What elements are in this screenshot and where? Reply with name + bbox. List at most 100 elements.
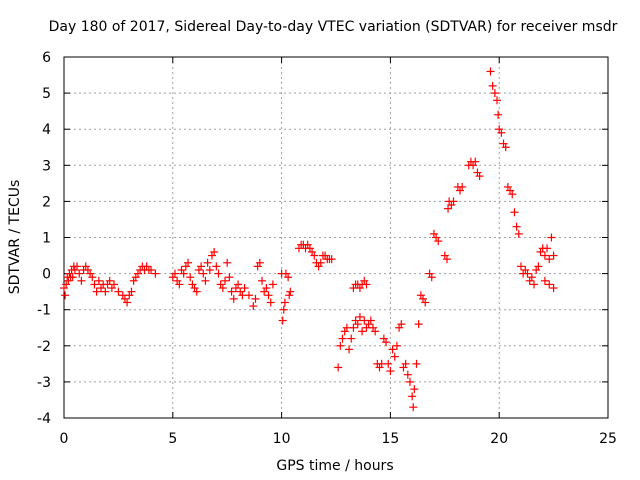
data-point xyxy=(229,294,238,303)
data-point xyxy=(414,320,423,329)
data-point xyxy=(62,280,71,289)
data-point xyxy=(403,370,412,379)
data-point xyxy=(456,186,465,195)
data-point xyxy=(221,276,230,285)
data-point xyxy=(83,265,92,274)
data-point xyxy=(543,244,552,253)
data-point xyxy=(355,284,364,293)
y-axis-label: SDTVAR / TECUs xyxy=(7,180,23,295)
data-point xyxy=(375,363,384,372)
data-point xyxy=(388,345,397,354)
data-point xyxy=(425,269,434,278)
data-point xyxy=(419,294,428,303)
data-point xyxy=(68,273,77,282)
data-point xyxy=(92,287,101,296)
data-point xyxy=(495,125,504,134)
data-point xyxy=(201,276,210,285)
data-point xyxy=(506,186,515,195)
data-point xyxy=(173,276,182,285)
y-tick-label: 5 xyxy=(42,86,51,102)
data-point xyxy=(508,190,517,199)
data-point xyxy=(61,291,70,300)
data-point xyxy=(188,280,197,289)
data-point xyxy=(192,287,201,296)
data-point xyxy=(240,284,249,293)
data-point xyxy=(358,327,367,336)
data-point xyxy=(86,269,95,278)
x-tick-label: 10 xyxy=(273,431,291,447)
data-point xyxy=(316,258,325,267)
x-tick-label: 25 xyxy=(599,431,617,447)
data-point xyxy=(545,280,554,289)
y-tick-label: -4 xyxy=(37,411,51,427)
data-point xyxy=(120,294,129,303)
data-point xyxy=(170,269,179,278)
data-point xyxy=(110,280,119,289)
data-point xyxy=(534,262,543,271)
data-point xyxy=(321,251,330,260)
data-point xyxy=(125,291,134,300)
data-point xyxy=(73,262,82,271)
data-point xyxy=(214,269,223,278)
data-point xyxy=(392,341,401,350)
data-point xyxy=(473,168,482,177)
data-point xyxy=(314,262,323,271)
y-tick-label: 3 xyxy=(42,158,51,174)
data-point xyxy=(493,96,502,105)
data-point xyxy=(251,294,260,303)
data-point xyxy=(440,251,449,260)
data-point xyxy=(360,276,369,285)
data-point xyxy=(260,287,269,296)
data-point xyxy=(510,208,519,217)
x-tick-label: 15 xyxy=(381,431,399,447)
data-point xyxy=(432,233,441,242)
data-point xyxy=(379,334,388,343)
data-point xyxy=(408,392,417,401)
data-point xyxy=(264,291,273,300)
data-point xyxy=(349,323,358,332)
data-point xyxy=(268,280,277,289)
data-point xyxy=(278,316,287,325)
data-point xyxy=(540,251,549,260)
data-point xyxy=(442,255,451,264)
data-point xyxy=(253,262,262,271)
data-point xyxy=(90,280,99,289)
data-point xyxy=(142,262,151,271)
x-tick-label: 0 xyxy=(60,431,69,447)
data-point xyxy=(199,269,208,278)
data-point xyxy=(212,262,221,271)
data-point xyxy=(545,255,554,264)
data-point xyxy=(364,320,373,329)
data-point xyxy=(133,269,142,278)
data-point xyxy=(310,251,319,260)
data-point xyxy=(181,262,190,271)
data-point xyxy=(81,262,90,271)
data-point xyxy=(336,341,345,350)
data-point xyxy=(410,385,419,394)
data-point xyxy=(131,273,140,282)
data-point xyxy=(151,269,160,278)
data-point xyxy=(549,251,558,260)
data-point xyxy=(175,280,184,289)
data-point xyxy=(218,284,227,293)
data-point xyxy=(223,258,232,267)
data-point xyxy=(127,287,136,296)
data-point xyxy=(523,269,532,278)
data-point xyxy=(547,233,556,242)
data-point xyxy=(366,316,375,325)
data-point xyxy=(308,247,317,256)
data-point xyxy=(521,265,530,274)
data-point xyxy=(401,359,410,368)
data-point xyxy=(530,280,539,289)
x-tick-label: 5 xyxy=(168,431,177,447)
data-point xyxy=(190,284,199,293)
data-point xyxy=(255,258,264,267)
data-point xyxy=(88,273,97,282)
data-point xyxy=(382,338,391,347)
data-point xyxy=(347,334,356,343)
data-point xyxy=(105,276,114,285)
data-point xyxy=(262,284,271,293)
y-tick-label: 2 xyxy=(42,194,51,210)
data-point xyxy=(305,244,314,253)
